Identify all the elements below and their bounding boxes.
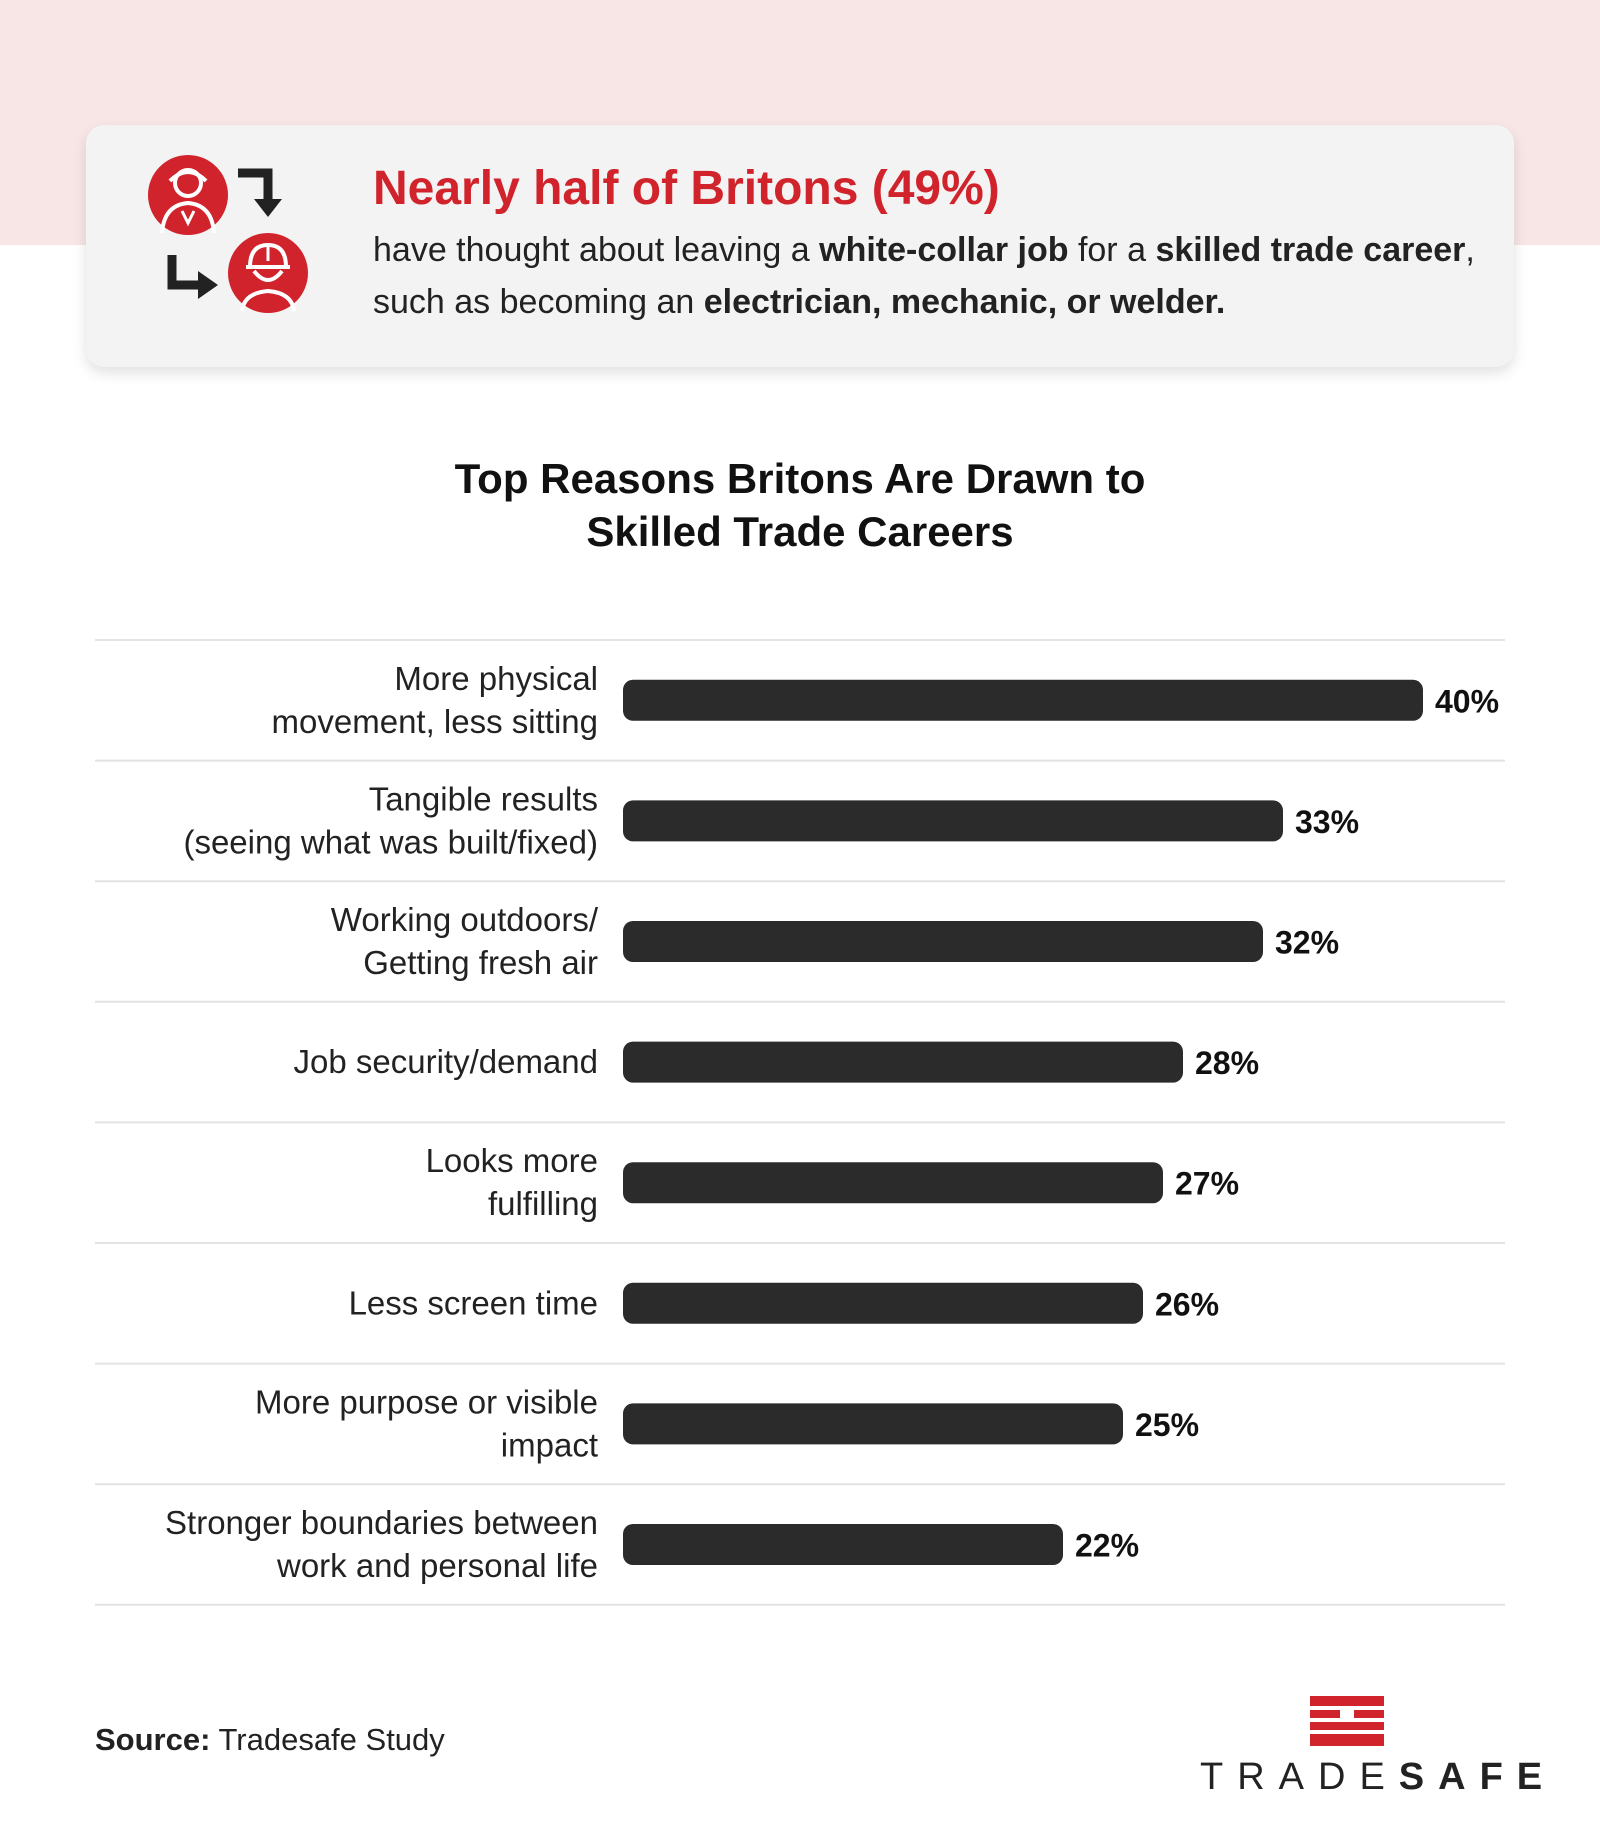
category-label: More physical <box>394 660 598 697</box>
bar-value-label: 22% <box>1075 1528 1139 1564</box>
arrow-right-down-icon <box>167 255 218 299</box>
bar-value-label: 25% <box>1135 1407 1199 1443</box>
chart-title-line-1: Top Reasons Britons Are Drawn to <box>454 455 1146 502</box>
logo-text-regular: TRADE <box>1200 1756 1399 1798</box>
category-label: Getting fresh air <box>363 944 598 981</box>
callout-body-part: for a <box>1068 230 1156 269</box>
construction-worker-icon <box>228 233 308 313</box>
bar-value-label: 40% <box>1435 683 1499 719</box>
chart-title: Top Reasons Britons Are Drawn to Skilled… <box>0 452 1600 558</box>
callout-text: Nearly half of Britons (49%) have though… <box>373 162 1483 328</box>
callout-card: Nearly half of Britons (49%) have though… <box>86 125 1514 367</box>
callout-headline: Nearly half of Britons (49%) <box>373 162 1000 215</box>
callout-body-part: white-collar job <box>819 230 1069 269</box>
arrow-down-right-icon <box>238 168 282 217</box>
callout-body-part: electrician, mechanic, or welder. <box>703 282 1226 321</box>
category-label: (seeing what was built/fixed) <box>183 823 598 860</box>
bar-value-label: 27% <box>1175 1166 1239 1202</box>
callout-body: have thought about leaving a white-colla… <box>373 224 1483 328</box>
tradesafe-logo-icon <box>1310 1696 1384 1746</box>
source-label: Source: <box>95 1722 211 1757</box>
category-label: Less screen time <box>349 1284 598 1321</box>
tradesafe-logo-text: TRADESAFE <box>1200 1756 1556 1799</box>
bar <box>623 1403 1123 1445</box>
chart-title-line-2: Skilled Trade Careers <box>586 508 1014 555</box>
bar <box>623 1282 1143 1324</box>
callout-body-part: have thought about leaving a <box>373 230 820 269</box>
category-label: Looks more <box>426 1142 598 1179</box>
bar-chart: 40% More physical movement, less sitting 33… <box>95 639 1505 1606</box>
category-label: impact <box>501 1426 598 1463</box>
category-label: work and personal life <box>276 1547 598 1584</box>
category-label: Tangible results <box>369 780 598 817</box>
bar <box>623 921 1263 962</box>
category-label: Job security/demand <box>294 1043 599 1080</box>
bar <box>623 800 1283 842</box>
source-note: Source: Tradesafe Study <box>95 1722 445 1758</box>
career-switch-graphic <box>148 155 318 315</box>
category-label: movement, less sitting <box>272 703 598 740</box>
bar-value-label: 28% <box>1195 1045 1259 1081</box>
bar-value-label: 33% <box>1295 804 1359 840</box>
category-label: More purpose or visible <box>255 1383 598 1420</box>
bar <box>623 1041 1183 1083</box>
logo-text-bold: SAFE <box>1398 1756 1557 1798</box>
callout-body-part: , such as becoming an <box>373 230 1475 321</box>
source-text: Tradesafe Study <box>218 1722 445 1757</box>
bar-value-label: 26% <box>1155 1286 1219 1322</box>
category-label: fulfilling <box>488 1185 598 1222</box>
office-worker-icon <box>148 155 228 235</box>
category-label: Working outdoors/ <box>331 901 599 938</box>
bar <box>623 1524 1063 1565</box>
callout-body-part: skilled trade career <box>1155 230 1466 269</box>
bar-value-label: 32% <box>1275 925 1339 961</box>
bar <box>623 1162 1163 1204</box>
bar <box>623 679 1423 721</box>
category-label: Stronger boundaries between <box>165 1504 598 1541</box>
